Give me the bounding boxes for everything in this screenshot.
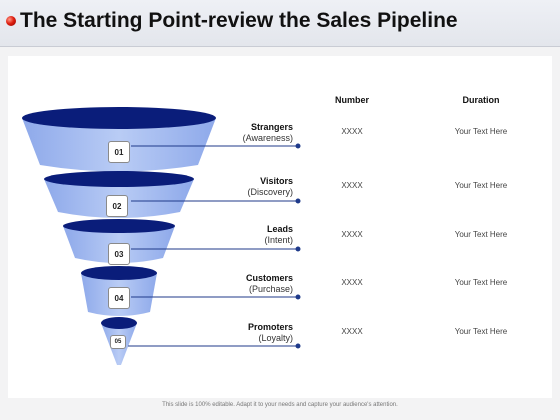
connector-dot-3	[295, 246, 301, 252]
footer-note: This slide is 100% editable. Adapt it to…	[162, 402, 398, 408]
stage-name-2: Visitors	[260, 176, 293, 186]
stage-name-3: Leads	[266, 224, 293, 234]
stage-badge-2: 02	[106, 195, 128, 217]
duration-cell-4: Your Text Here	[454, 278, 508, 287]
connector-dot-1	[295, 143, 301, 149]
number-cell-5: XXXX	[341, 327, 363, 336]
funnel-segment-1-top	[22, 107, 216, 129]
stage-name-1: Strangers	[250, 122, 293, 132]
connector-dot-5	[295, 343, 301, 349]
title-bullet-icon	[6, 16, 16, 26]
stage-sub-1: (Awareness)	[242, 133, 293, 143]
duration-cell-2: Your Text Here	[454, 181, 508, 190]
duration-cell-5: Your Text Here	[454, 327, 508, 336]
connector-dot-4	[295, 294, 301, 300]
duration-cell-1: Your Text Here	[454, 127, 508, 136]
stage-badge-5: 05	[110, 335, 126, 349]
slide-title: The Starting Point-review the Sales Pipe…	[20, 9, 458, 32]
stage-sub-4: (Purchase)	[248, 284, 293, 294]
number-cell-4: XXXX	[341, 278, 363, 287]
funnel-segment-4-top	[81, 266, 157, 280]
stage-badge-1: 01	[108, 141, 130, 163]
number-cell-3: XXXX	[341, 230, 363, 239]
funnel-segment-2-top	[44, 171, 194, 187]
number-cell-2: XXXX	[341, 181, 363, 190]
connector-dot-2	[295, 198, 301, 204]
stage-name-5: Promoters	[247, 322, 293, 332]
stage-badge-4: 04	[108, 287, 130, 309]
column-header-duration: Duration	[462, 95, 500, 105]
number-cell-1: XXXX	[341, 127, 363, 136]
stage-sub-2: (Discovery)	[247, 187, 293, 197]
stage-badge-3: 03	[108, 243, 130, 265]
stage-sub-5: (Loyalty)	[258, 333, 293, 343]
funnel-segment-5-top	[101, 317, 137, 329]
column-header-number: Number	[334, 95, 369, 105]
stage-sub-3: (Intent)	[264, 235, 293, 245]
title-bar: The Starting Point-review the Sales Pipe…	[0, 0, 560, 47]
funnel-segment-3-top	[63, 219, 175, 233]
duration-cell-3: Your Text Here	[454, 230, 508, 239]
stage-name-4: Customers	[245, 273, 293, 283]
